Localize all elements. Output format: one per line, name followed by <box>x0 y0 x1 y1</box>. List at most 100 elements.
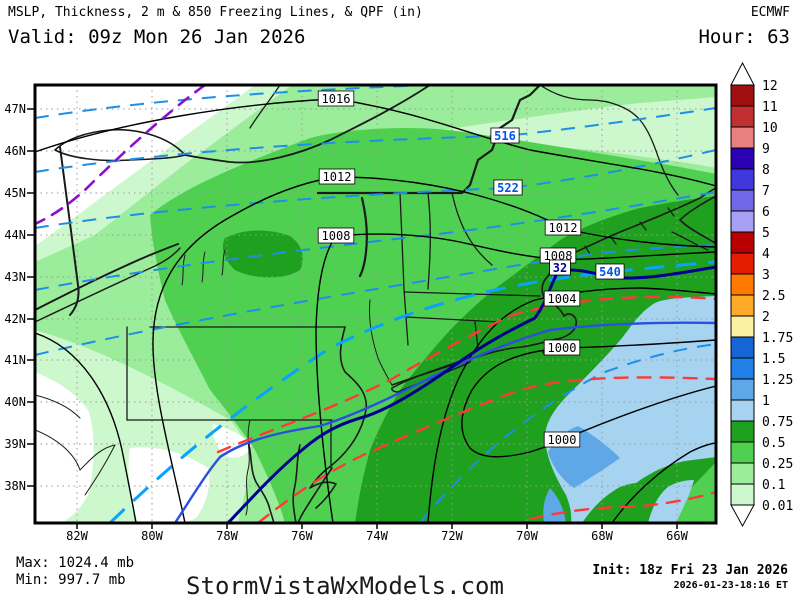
colorbar-swatch <box>730 483 755 506</box>
forecast-hour: Hour: 63 <box>698 26 790 48</box>
thickness-label: 516 <box>494 129 516 143</box>
lon-label: 66W <box>666 529 688 543</box>
lon-label: 78W <box>216 529 238 543</box>
colorbar-label: 2.5 <box>762 289 785 304</box>
colorbar-swatch <box>730 294 755 317</box>
colorbar-label: 0.1 <box>762 478 785 493</box>
colorbar-label: 1 <box>762 394 770 409</box>
lon-label: 72W <box>441 529 463 543</box>
thickness-label: 522 <box>497 181 519 195</box>
colorbar-label: 8 <box>762 163 770 178</box>
colorbar-label: 5 <box>762 226 770 241</box>
freezing-label: 32 <box>553 261 567 275</box>
colorbar-label: 3 <box>762 268 770 283</box>
isobar-1020 <box>35 332 137 523</box>
colorbar-swatch <box>730 252 755 275</box>
colorbar-label: 1.5 <box>762 352 785 367</box>
thickness-546 <box>419 343 716 523</box>
isobar-1016 <box>35 98 716 187</box>
mslp-label: 1012 <box>549 221 578 235</box>
lon-label: 74W <box>366 529 388 543</box>
colorbar-label: 0.5 <box>762 436 785 451</box>
colorbar-swatch <box>730 357 755 380</box>
freezing-label-box <box>549 259 571 276</box>
thickness-522 <box>35 149 716 229</box>
mslp-label-box <box>543 339 581 356</box>
thickness-label-box <box>493 179 523 196</box>
lat-label: 40N <box>4 395 26 409</box>
isobar-1008 <box>315 233 716 523</box>
mslp-label-box <box>544 219 582 236</box>
valid-time: Valid: 09z Mon 26 Jan 2026 <box>8 26 306 48</box>
colorbar-swatch <box>730 315 755 338</box>
lon-label: 80W <box>141 529 163 543</box>
freezing-850-royalblue <box>173 321 716 523</box>
axis-label-layer: 47N 46N 45N 44N 43N 42N 41N 40N 39N 38N 82W 80W 78W 7… <box>4 102 688 543</box>
lon-label: 68W <box>591 529 613 543</box>
isobar-inner <box>611 442 716 523</box>
freezing-red-south <box>528 490 716 521</box>
lat-label: 43N <box>4 270 26 284</box>
colorbar-label: 1.75 <box>762 331 793 346</box>
lat-label: 42N <box>4 312 26 326</box>
colorbar-label: 1.25 <box>762 373 793 388</box>
mslp-label: 1004 <box>548 292 577 306</box>
colorbar-swatch <box>730 189 755 212</box>
init-timestamp: 2026-01-23-18:16 ET <box>673 580 788 591</box>
colorbar-swatch <box>730 231 755 254</box>
thickness-label: 540 <box>599 265 621 279</box>
colorbar-swatch <box>730 210 755 233</box>
colorbar-swatch <box>730 441 755 464</box>
lat-label: 45N <box>4 186 26 200</box>
lat-label: 39N <box>4 437 26 451</box>
lat-label: 44N <box>4 228 26 242</box>
colorbar-swatch <box>730 420 755 443</box>
colorbar-swatch <box>730 462 755 485</box>
mslp-label-box <box>543 290 581 307</box>
mslp-label-box <box>318 168 356 185</box>
colorbar-swatch <box>730 147 755 170</box>
mslp-label-box <box>543 431 581 448</box>
colorbar-label: 0.25 <box>762 457 793 472</box>
mslp-label: 1008 <box>322 229 351 243</box>
colorbar-label: 0.75 <box>762 415 793 430</box>
thickness-label-box <box>595 263 625 280</box>
lon-label: 82W <box>66 529 88 543</box>
colorbar-label: 2 <box>762 310 770 325</box>
colorbar: 12 11 10 9 8 7 6 5 4 3 2.5 2 1.75 1.5 1.25 1 0.75 0.5 0.25… <box>730 61 793 528</box>
freezing-red-middle <box>256 376 716 523</box>
pressure-min: Min: 997.7 mb <box>16 572 126 588</box>
colorbar-label: 6 <box>762 205 770 220</box>
model-name: ECMWF <box>750 5 790 20</box>
contour-label-layer: 1016 1012 1008 1012 1008 1004 1000 1000 516 522 54… <box>317 90 625 448</box>
lat-label: 47N <box>4 102 26 116</box>
colorbar-arrow-down <box>730 504 755 528</box>
colorbar-swatch <box>730 378 755 401</box>
isobar-1004 <box>427 287 716 523</box>
colorbar-swatch <box>730 84 755 107</box>
mslp-label: 1000 <box>548 341 577 355</box>
lon-label: 70W <box>516 529 538 543</box>
lat-label: 46N <box>4 144 26 158</box>
mslp-label-box <box>317 227 355 244</box>
mslp-label: 1008 <box>544 249 573 263</box>
thickness-540 <box>108 260 716 523</box>
thickness-510 <box>35 85 431 119</box>
colorbar-arrow-up <box>730 61 755 86</box>
colorbar-label: 10 <box>762 121 778 136</box>
colorbar-swatch <box>730 399 755 422</box>
mslp-label: 1012 <box>323 170 352 184</box>
colorbar-swatch <box>730 105 755 128</box>
colorbar-label: 12 <box>762 79 778 94</box>
colorbar-swatch <box>730 126 755 149</box>
colorbar-swatch <box>730 273 755 296</box>
colorbar-label: 0.01 <box>762 499 793 514</box>
colorbar-label: 11 <box>762 100 778 115</box>
colorbar-label: 4 <box>762 247 770 262</box>
lon-label: 76W <box>291 529 313 543</box>
site-watermark: StormVistaWxModels.com <box>186 572 504 600</box>
pressure-max: Max: 1024.4 mb <box>16 555 135 571</box>
thickness-528 <box>35 191 716 291</box>
